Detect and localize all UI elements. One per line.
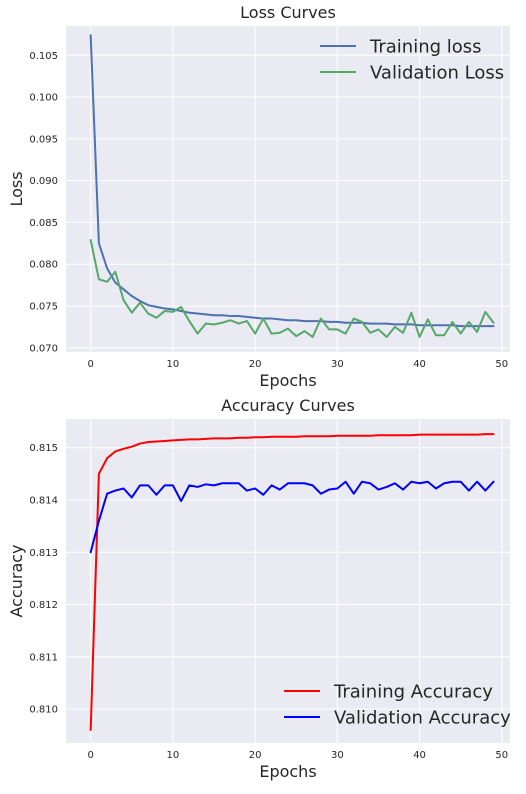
loss-plot-area: [66, 26, 510, 352]
accuracy-legend-label: Training Accuracy: [333, 682, 493, 703]
loss-chart-title: Loss Curves: [240, 3, 336, 22]
accuracy-plot-area: [66, 419, 510, 743]
loss-xtick-label: 0: [87, 359, 93, 370]
accuracy-x-axis-label: Epochs: [259, 762, 316, 781]
loss-ytick-label: 0.100: [29, 93, 58, 104]
loss-xtick-label: 40: [413, 359, 426, 370]
accuracy-ytick-label: 0.813: [29, 548, 58, 559]
loss-xtick-label: 20: [249, 359, 262, 370]
accuracy-xtick-label: 0: [87, 750, 93, 761]
accuracy-legend: Training Accuracy Validation Accuracy: [284, 682, 511, 729]
accuracy-ytick-label: 0.810: [29, 705, 58, 716]
accuracy-series-line-1: [89, 480, 495, 554]
loss-ytick-label: 0.075: [29, 302, 58, 313]
accuracy-xtick-label: 10: [167, 750, 180, 761]
accuracy-chart-title: Accuracy Curves: [221, 396, 355, 415]
accuracy-ytick-label: 0.811: [29, 652, 58, 663]
loss-legend-label: Training loss: [369, 37, 482, 58]
loss-xtick-label: 30: [331, 359, 344, 370]
loss-y-axis-label: Loss: [7, 171, 26, 206]
accuracy-xtick-label: 50: [495, 750, 508, 761]
loss-chart: 0.070 0.075 0.080 0.085 0.090 0.095 0.100 0.105…: [7, 3, 510, 390]
accuracy-chart: 0.810 0.811 0.812 0.813 0.814 0.815 0 10 20 30 40 5…: [7, 396, 511, 781]
loss-series-line-1: [89, 238, 495, 338]
loss-series-line-0: [89, 34, 495, 328]
accuracy-xtick-label: 20: [249, 750, 262, 761]
loss-ytick-label: 0.085: [29, 218, 58, 229]
accuracy-xtick-label: 30: [331, 750, 344, 761]
accuracy-xtick-label: 40: [413, 750, 426, 761]
loss-ytick-label: 0.070: [29, 343, 58, 354]
loss-ytick-label: 0.095: [29, 134, 58, 145]
loss-legend: Training loss Validation Loss: [320, 37, 504, 84]
loss-ytick-label: 0.105: [29, 51, 58, 62]
loss-x-axis-label: Epochs: [259, 371, 316, 390]
accuracy-y-axis-label: Accuracy: [7, 544, 26, 617]
accuracy-ytick-label: 0.814: [29, 496, 58, 507]
accuracy-legend-label: Validation Accuracy: [334, 708, 511, 729]
loss-xtick-label: 10: [167, 359, 180, 370]
loss-ytick-label: 0.090: [29, 176, 58, 187]
loss-legend-label: Validation Loss: [370, 63, 504, 84]
loss-ytick-label: 0.080: [29, 260, 58, 271]
accuracy-series-line-0: [89, 433, 495, 731]
loss-xtick-label: 50: [495, 359, 508, 370]
accuracy-ytick-label: 0.815: [29, 443, 58, 454]
accuracy-ytick-label: 0.812: [29, 600, 58, 611]
